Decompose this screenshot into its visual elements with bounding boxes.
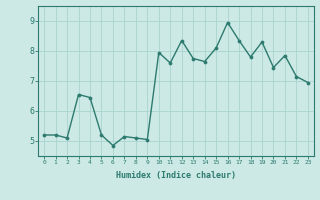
X-axis label: Humidex (Indice chaleur): Humidex (Indice chaleur) [116, 171, 236, 180]
